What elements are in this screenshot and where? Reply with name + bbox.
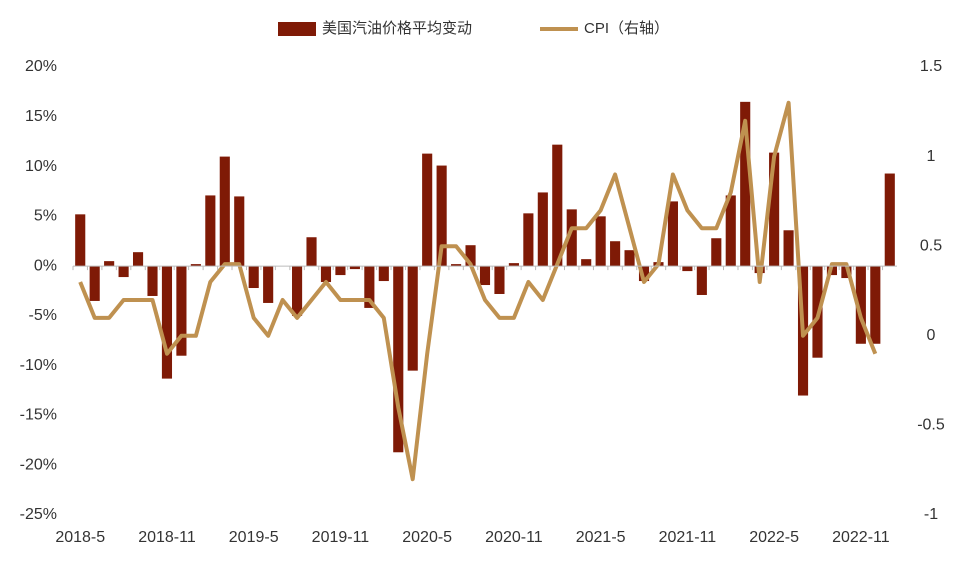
bar [884,173,895,267]
y2-tick-label: 0.5 [920,237,942,254]
bar [219,156,230,267]
bar [638,266,650,282]
bar [581,259,592,267]
y-tick-label: 0% [34,257,57,274]
bar [75,214,86,267]
y-tick-label: -5% [29,307,57,324]
bar [104,261,115,267]
x-tick-label: 2020-11 [485,529,543,546]
bar [436,165,447,267]
y-tick-label: -10% [20,357,57,374]
bar [335,266,346,276]
x-tick-label: 2021-11 [659,529,717,546]
bar [407,266,418,371]
y-tick-label: 10% [25,158,57,175]
bar [696,266,707,295]
legend-label: CPI（右轴） [584,20,669,37]
y2-tick-label: -0.5 [917,417,945,434]
bar [769,152,780,267]
bar [205,195,216,267]
x-tick-label: 2022-5 [749,529,799,546]
bar [176,266,187,356]
y-tick-label: 5% [34,208,57,225]
bar [479,266,491,286]
bar [566,209,577,267]
bar [465,245,476,267]
x-tick-label: 2018-5 [55,529,105,546]
y-tick-label: 15% [25,108,57,125]
y-tick-label: 20% [25,58,57,75]
bar [147,266,158,296]
bar [306,237,317,267]
x-tick-label: 2020-5 [402,529,452,546]
bar [349,266,360,270]
x-tick-label: 2019-5 [229,529,279,546]
y-tick-label: -15% [20,407,57,424]
y2-tick-label: 0 [927,327,936,344]
bar [870,266,881,344]
y2-tick-label: 1 [927,148,936,165]
bar [855,266,866,344]
bar [118,266,129,278]
bar [595,216,606,267]
bar [364,266,375,308]
bar [292,266,303,316]
y-tick-label: -25% [20,506,57,523]
bar [841,266,852,279]
bar [682,266,693,272]
x-tick-label: 2019-11 [312,529,370,546]
bar [494,266,505,294]
legend-swatch [278,22,316,36]
y-tick-label: -20% [20,456,57,473]
bar [320,266,332,283]
bar [610,241,621,267]
bar [523,213,534,267]
bar [451,264,462,267]
bar [378,266,389,282]
y2-tick-label: 1.5 [920,58,942,75]
bar [725,195,736,267]
x-tick-label: 2021-5 [576,529,626,546]
bar [263,266,274,303]
bar [89,266,100,301]
bar [667,201,678,267]
bar [234,196,245,267]
legend-label: 美国汽油价格平均变动 [322,20,472,37]
bar [711,238,722,267]
bar [740,101,751,267]
x-tick-label: 2018-11 [138,529,196,546]
x-tick-label: 2022-11 [832,529,890,546]
bar [422,153,433,267]
bar [508,263,519,267]
bar [393,266,404,453]
bar [161,266,173,379]
bar [132,252,144,267]
bar [190,264,201,267]
bar [624,250,635,267]
line [78,100,878,482]
bar [783,230,794,267]
y2-tick-label: -1 [924,506,938,523]
bar [248,266,259,289]
bar [537,192,548,267]
bar [552,144,563,267]
